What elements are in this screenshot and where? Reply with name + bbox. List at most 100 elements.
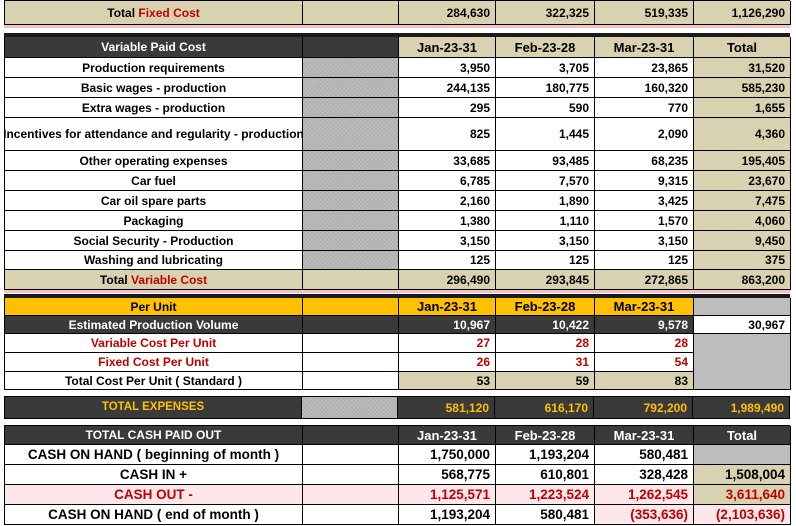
- value-mar[interactable]: 1,570: [595, 211, 694, 231]
- value-mar[interactable]: 160,320: [595, 78, 694, 98]
- value-jan[interactable]: 6,785: [399, 171, 496, 191]
- value-mar[interactable]: 770: [595, 98, 694, 118]
- fixed-cost-per-unit-label[interactable]: Fixed Cost Per Unit: [5, 353, 303, 372]
- cash-in-feb[interactable]: 610,801: [496, 465, 595, 485]
- fixed-per-unit-jan[interactable]: 26: [399, 353, 496, 372]
- cash-end-label[interactable]: CASH ON HAND ( end of month ): [5, 505, 303, 525]
- value-total[interactable]: 195,405: [694, 151, 791, 171]
- cash-month-jan[interactable]: Jan-23-31: [399, 426, 496, 445]
- value-jan[interactable]: 825: [399, 118, 496, 151]
- cash-end-jan[interactable]: 1,193,204: [399, 505, 496, 525]
- value-total[interactable]: 7,475: [694, 191, 791, 211]
- total-per-unit-mar[interactable]: 83: [595, 372, 694, 390]
- value-jan[interactable]: 33,685: [399, 151, 496, 171]
- cash-begin-mar[interactable]: 580,481: [595, 445, 694, 465]
- value-mar[interactable]: 125: [595, 251, 694, 270]
- value-feb[interactable]: 180,775: [496, 78, 595, 98]
- cash-end-mar[interactable]: (353,636): [595, 505, 694, 525]
- cash-out-mar[interactable]: 1,262,545: [595, 485, 694, 505]
- variable-cost-per-unit-label[interactable]: Variable Cost Per Unit: [5, 334, 303, 353]
- cash-in-label[interactable]: CASH IN +: [5, 465, 303, 485]
- total-expenses-label[interactable]: TOTAL EXPENSES: [4, 397, 302, 419]
- value-jan[interactable]: 3,950: [399, 58, 496, 78]
- var-per-unit-feb[interactable]: 28: [496, 334, 595, 353]
- variable-row-label[interactable]: Washing and lubricating: [5, 251, 303, 270]
- value-mar[interactable]: 3,425: [595, 191, 694, 211]
- cash-out-feb[interactable]: 1,223,524: [496, 485, 595, 505]
- cash-end-feb[interactable]: 580,481: [496, 505, 595, 525]
- value-jan[interactable]: 125: [399, 251, 496, 270]
- expenses-jan[interactable]: 581,120: [398, 397, 495, 419]
- variable-row-label[interactable]: Extra wages - production: [5, 98, 303, 118]
- variable-row-label[interactable]: Packaging: [5, 211, 303, 231]
- variable-total-jan[interactable]: 296,490: [399, 270, 496, 290]
- per-unit-month-mar[interactable]: Mar-23-31: [595, 298, 694, 316]
- value-jan[interactable]: 295: [399, 98, 496, 118]
- volume-mar[interactable]: 9,578: [595, 316, 694, 334]
- expenses-total[interactable]: 1,989,490: [693, 397, 790, 419]
- month-header-feb[interactable]: Feb-23-28: [496, 37, 595, 58]
- fixed-total-jan[interactable]: 284,630: [399, 1, 496, 25]
- value-feb[interactable]: 3,705: [496, 58, 595, 78]
- variable-row-label[interactable]: Car oil spare parts: [5, 191, 303, 211]
- value-total[interactable]: 585,230: [694, 78, 791, 98]
- value-mar[interactable]: 3,150: [595, 231, 694, 251]
- total-per-unit-feb[interactable]: 59: [496, 372, 595, 390]
- cash-month-mar[interactable]: Mar-23-31: [595, 426, 694, 445]
- cash-in-mar[interactable]: 328,428: [595, 465, 694, 485]
- value-feb[interactable]: 93,485: [496, 151, 595, 171]
- variable-total-sum[interactable]: 863,200: [694, 270, 791, 290]
- cash-begin-jan[interactable]: 1,750,000: [399, 445, 496, 465]
- value-total[interactable]: 4,360: [694, 118, 791, 151]
- cash-out-total[interactable]: 3,611,640: [694, 485, 791, 505]
- value-total[interactable]: 4,060: [694, 211, 791, 231]
- total-fixed-cost-label[interactable]: Total Fixed Cost: [5, 1, 303, 25]
- fixed-total-sum[interactable]: 1,126,290: [694, 1, 791, 25]
- value-jan[interactable]: 3,150: [399, 231, 496, 251]
- var-per-unit-mar[interactable]: 28: [595, 334, 694, 353]
- per-unit-header-label[interactable]: Per Unit: [5, 298, 303, 316]
- variable-row-label[interactable]: Incentives for attendance and regularity…: [5, 118, 303, 151]
- total-per-unit-jan[interactable]: 53: [399, 372, 496, 390]
- expenses-mar[interactable]: 792,200: [594, 397, 693, 419]
- value-mar[interactable]: 23,865: [595, 58, 694, 78]
- var-per-unit-jan[interactable]: 27: [399, 334, 496, 353]
- total-header[interactable]: Total: [694, 37, 791, 58]
- fixed-per-unit-mar[interactable]: 54: [595, 353, 694, 372]
- value-feb[interactable]: 125: [496, 251, 595, 270]
- fixed-total-mar[interactable]: 519,335: [595, 1, 694, 25]
- volume-jan[interactable]: 10,967: [399, 316, 496, 334]
- value-jan[interactable]: 244,135: [399, 78, 496, 98]
- month-header-jan[interactable]: Jan-23-31: [399, 37, 496, 58]
- fixed-total-feb[interactable]: 322,325: [496, 1, 595, 25]
- value-total[interactable]: 31,520: [694, 58, 791, 78]
- value-mar[interactable]: 2,090: [595, 118, 694, 151]
- value-total[interactable]: 9,450: [694, 231, 791, 251]
- cash-in-jan[interactable]: 568,775: [399, 465, 496, 485]
- value-jan[interactable]: 1,380: [399, 211, 496, 231]
- cash-begin-label[interactable]: CASH ON HAND ( beginning of month ): [5, 445, 303, 465]
- month-header-mar[interactable]: Mar-23-31: [595, 37, 694, 58]
- value-total[interactable]: 23,670: [694, 171, 791, 191]
- cash-end-total[interactable]: (2,103,636): [694, 505, 791, 525]
- cash-total-header[interactable]: Total: [694, 426, 791, 445]
- value-feb[interactable]: 1,890: [496, 191, 595, 211]
- value-feb[interactable]: 7,570: [496, 171, 595, 191]
- total-cost-per-unit-label[interactable]: Total Cost Per Unit ( Standard ): [5, 372, 303, 390]
- variable-row-label[interactable]: Social Security - Production: [5, 231, 303, 251]
- value-mar[interactable]: 68,235: [595, 151, 694, 171]
- value-mar[interactable]: 9,315: [595, 171, 694, 191]
- fixed-per-unit-feb[interactable]: 31: [496, 353, 595, 372]
- variable-row-label[interactable]: Basic wages - production: [5, 78, 303, 98]
- expenses-feb[interactable]: 616,170: [495, 397, 594, 419]
- cash-month-feb[interactable]: Feb-23-28: [496, 426, 595, 445]
- variable-header-label[interactable]: Variable Paid Cost: [5, 37, 303, 58]
- value-feb[interactable]: 1,110: [496, 211, 595, 231]
- value-feb[interactable]: 1,445: [496, 118, 595, 151]
- cash-begin-feb[interactable]: 1,193,204: [496, 445, 595, 465]
- volume-feb[interactable]: 10,422: [496, 316, 595, 334]
- variable-row-label[interactable]: Car fuel: [5, 171, 303, 191]
- per-unit-month-feb[interactable]: Feb-23-28: [496, 298, 595, 316]
- value-total[interactable]: 1,655: [694, 98, 791, 118]
- production-volume-label[interactable]: Estimated Production Volume: [5, 316, 303, 334]
